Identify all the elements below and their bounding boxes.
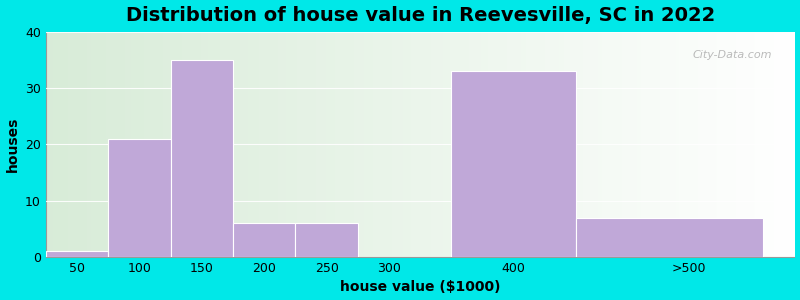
Bar [170,60,233,257]
Bar [451,71,576,257]
Text: City-Data.com: City-Data.com [693,50,772,60]
X-axis label: house value ($1000): house value ($1000) [340,280,500,294]
Bar [295,223,358,257]
Bar [576,218,763,257]
Bar [233,223,295,257]
Y-axis label: houses: houses [6,117,19,172]
Bar [46,251,108,257]
Bar [108,139,170,257]
Title: Distribution of house value in Reevesville, SC in 2022: Distribution of house value in Reevesvil… [126,6,714,25]
